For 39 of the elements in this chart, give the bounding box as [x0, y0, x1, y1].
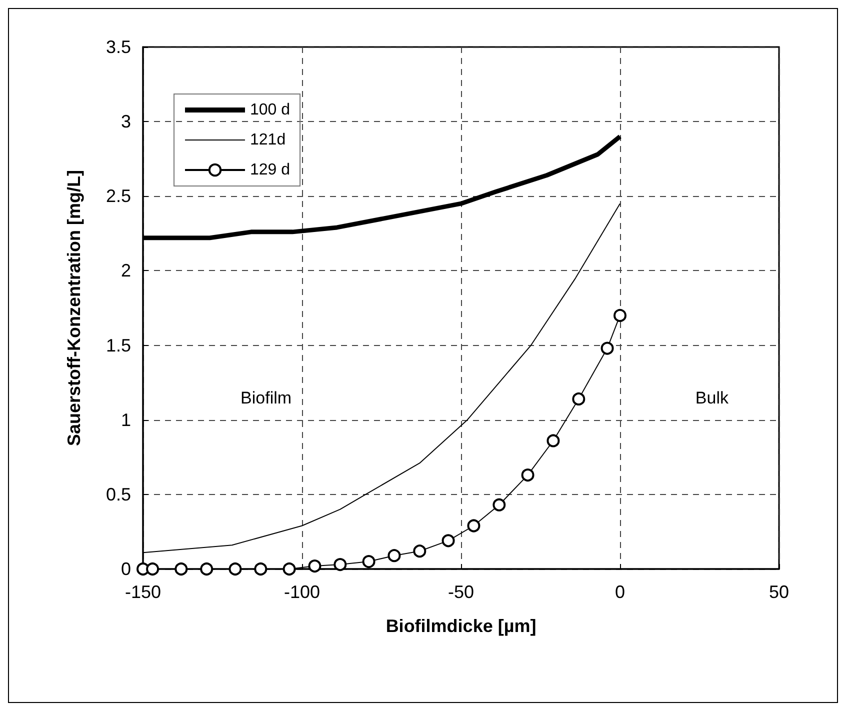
x-tick-label: -50 [448, 582, 474, 602]
y-tick-label: 3 [120, 112, 131, 132]
point [413, 544, 426, 558]
point [174, 562, 188, 576]
x-tick-label: 50 [768, 582, 790, 602]
point [492, 498, 506, 512]
point [572, 392, 586, 406]
y-tick-label: 0.5 [106, 484, 131, 504]
annotation: Bulk [695, 388, 729, 408]
point [467, 519, 480, 532]
point [334, 558, 347, 572]
y-tick-label: 0 [120, 559, 131, 579]
point [200, 562, 214, 576]
point [546, 434, 560, 448]
x-axis-title: Biofilmdicke [µm] [386, 616, 536, 636]
annotation: Biofilm [240, 388, 292, 408]
x-tick-label: -100 [284, 582, 320, 602]
y-tick-label: 3.5 [106, 37, 131, 57]
point [146, 562, 160, 576]
point [442, 534, 455, 548]
legend-label: 100 d [250, 102, 290, 118]
point [521, 468, 534, 482]
legend-label: 121d [250, 132, 286, 148]
legend-label: 129 d [250, 162, 290, 178]
point [362, 555, 376, 568]
x-tick-label: -150 [124, 582, 162, 602]
y-tick-label: 2 [120, 260, 131, 281]
y-tick-label: 2.5 [106, 186, 131, 206]
point [228, 562, 242, 576]
point [282, 562, 296, 576]
point [614, 308, 626, 322]
point [254, 562, 268, 576]
point [388, 549, 401, 562]
y-tick-label: 1.5 [106, 335, 131, 356]
point [600, 342, 614, 355]
x-tick-label: 0 [614, 582, 626, 602]
y-tick-label: 1 [120, 410, 131, 430]
point [308, 560, 322, 573]
y-axis-title: Sauerstoff-Konzentration [mg/L] [64, 170, 84, 446]
